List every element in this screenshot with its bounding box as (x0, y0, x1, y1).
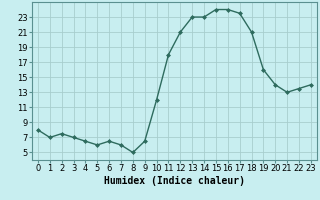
X-axis label: Humidex (Indice chaleur): Humidex (Indice chaleur) (104, 176, 245, 186)
